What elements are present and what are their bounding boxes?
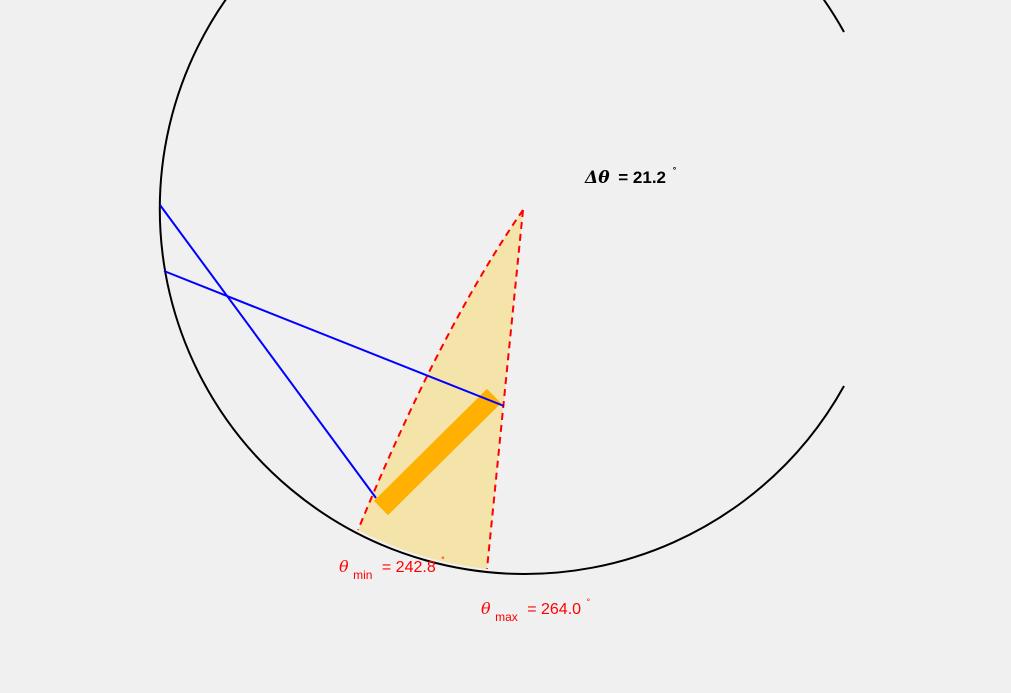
detector-bar bbox=[373, 388, 502, 516]
theta-min-unit: ° bbox=[441, 555, 445, 565]
delta-theta-symbol: Δθ bbox=[584, 168, 610, 188]
theta-max-unit: ° bbox=[587, 597, 591, 607]
ray-upper bbox=[163, 270, 505, 407]
angle-wedge bbox=[358, 210, 523, 569]
theta-max-boundary bbox=[486, 209, 524, 570]
circle-outline bbox=[158, 0, 845, 575]
theta-max-value: = 264.0 bbox=[527, 601, 581, 618]
delta-theta-label: Δθ = 21.2 ° bbox=[584, 165, 677, 188]
theta-min-label: θ min = 242.8 ° bbox=[339, 555, 445, 583]
theta-max-label: θ max = 264.0 ° bbox=[481, 597, 591, 625]
theta-min-value: = 242.8 bbox=[382, 559, 436, 576]
theta-max-subscript: max bbox=[495, 610, 518, 624]
theta-min-symbol: θ bbox=[339, 557, 349, 576]
delta-theta-value: = 21.2 bbox=[618, 168, 666, 187]
ray-lower bbox=[159, 204, 377, 499]
theta-max-symbol: θ bbox=[481, 599, 491, 618]
theta-min-subscript: min bbox=[353, 568, 372, 582]
delta-theta-unit: ° bbox=[673, 165, 677, 175]
theta-min-boundary bbox=[357, 209, 524, 531]
